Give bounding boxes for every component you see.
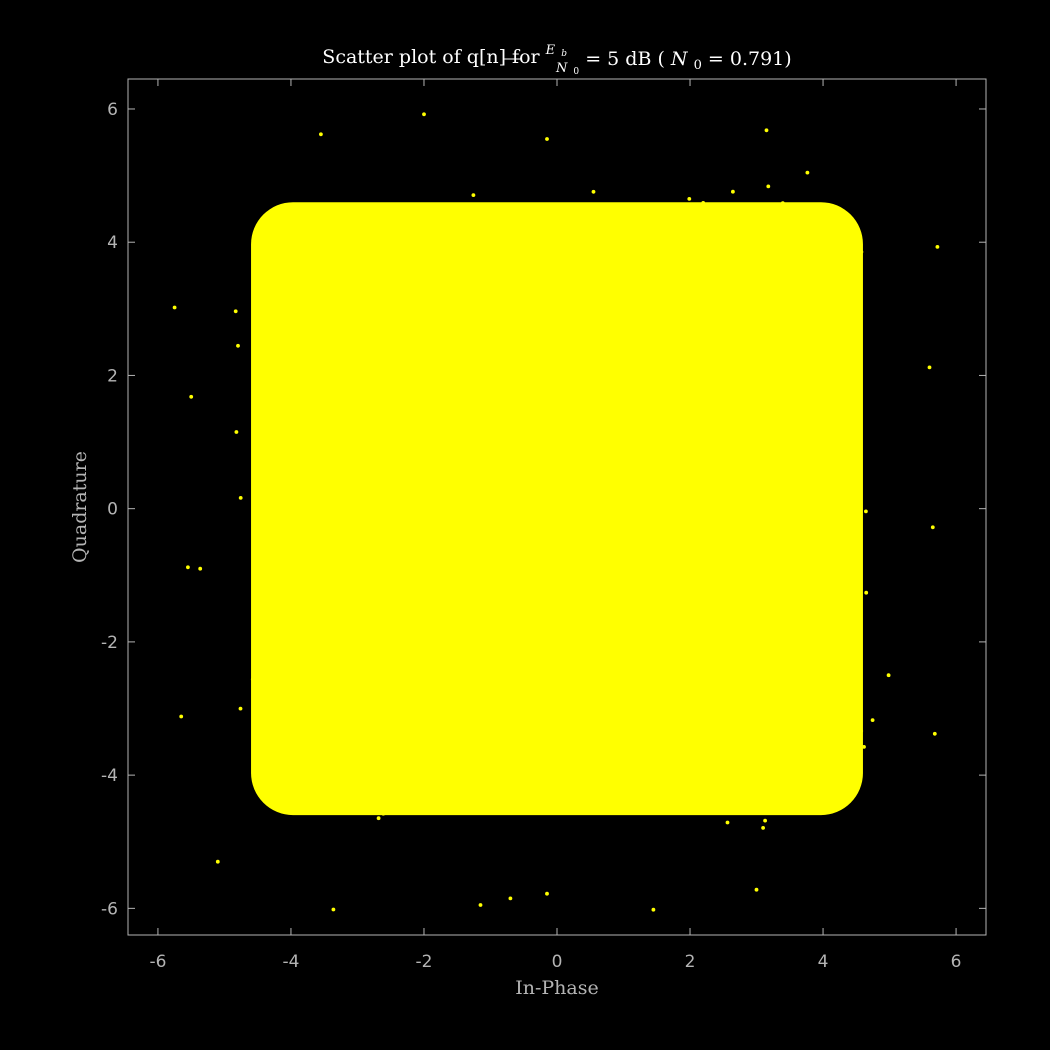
y-tick-label: 2 [107, 366, 118, 386]
scatter-point [871, 718, 875, 722]
scatter-point [216, 860, 220, 864]
scatter-point [592, 190, 596, 194]
scatter-point [860, 250, 864, 254]
scatter-point [928, 366, 932, 370]
scatter-point [765, 128, 769, 132]
scatter-point [931, 525, 935, 529]
x-tick-label: 6 [951, 952, 962, 972]
scatter-point [472, 193, 476, 197]
scatter-point [859, 729, 863, 733]
scatter-point [239, 496, 243, 500]
scatter-point [236, 344, 240, 348]
scatter-point [936, 245, 940, 249]
scatter-point [234, 309, 238, 313]
y-tick-label: -4 [101, 766, 118, 786]
scatter-point [186, 565, 190, 569]
scatter-point [781, 201, 785, 205]
scatter-point [377, 816, 381, 820]
scatter-point [319, 132, 323, 136]
scatter-point [545, 892, 549, 896]
scatter-point [251, 677, 255, 681]
x-axis-label: In-Phase [515, 977, 599, 999]
scatter-point [422, 112, 426, 116]
x-tick-label: 2 [685, 952, 696, 972]
y-tick-label: 0 [107, 500, 118, 520]
scatter-point [864, 510, 868, 514]
x-tick-label: 4 [818, 952, 829, 972]
scatter-point [545, 137, 549, 141]
scatter-point [806, 171, 810, 175]
scatter-point [179, 715, 183, 719]
scatter-point [381, 812, 385, 816]
scatter-core-cloud [251, 202, 863, 815]
scatter-point [252, 576, 256, 580]
scatter-point [859, 403, 863, 407]
x-tick-label: -2 [416, 952, 433, 972]
y-tick-label: -2 [101, 633, 118, 653]
y-tick-label: -6 [101, 899, 118, 919]
y-tick-label: 6 [107, 100, 118, 120]
scatter-point [763, 819, 767, 823]
scatter-point [189, 395, 193, 399]
plot-area [173, 112, 940, 911]
scatter-point [173, 306, 177, 310]
scatter-point [766, 185, 770, 189]
scatter-point [479, 903, 483, 907]
scatter-point [933, 732, 937, 736]
scatter-point [687, 197, 691, 201]
scatter-point [235, 430, 239, 434]
scatter-point [652, 908, 656, 912]
scatter-point [509, 897, 513, 901]
scatter-point [332, 908, 336, 912]
x-tick-label: -4 [282, 952, 299, 972]
y-axis-label: Quadrature [69, 451, 91, 563]
scatter-point [731, 190, 735, 194]
scatter-point [755, 888, 759, 892]
scatter-point [761, 826, 765, 830]
x-tick-label: 0 [552, 952, 563, 972]
scatter-point [701, 201, 705, 205]
scatter-point [862, 745, 866, 749]
y-tick-label: 4 [107, 233, 118, 253]
scatter-point [239, 707, 243, 711]
scatter-point [726, 821, 730, 825]
x-tick-label: -6 [149, 952, 166, 972]
scatter-point [864, 591, 868, 595]
scatter-point [887, 673, 891, 677]
scatter-point [198, 567, 202, 571]
